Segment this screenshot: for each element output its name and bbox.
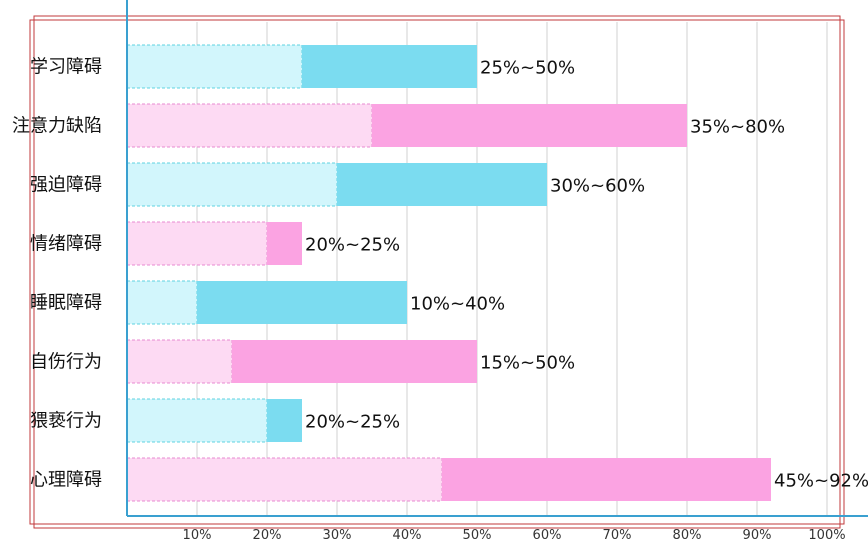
bar-range-segment — [232, 340, 477, 383]
x-tick-label: 70% — [603, 528, 632, 543]
category-label: 强迫障碍 — [30, 175, 102, 196]
bar-range-segment — [372, 104, 687, 147]
bar-range-segment — [267, 222, 302, 265]
bar-base-segment — [126, 339, 233, 384]
x-tick-label: 90% — [743, 528, 772, 543]
data-label: 45%~92% — [774, 471, 868, 492]
bar-range-segment — [302, 45, 477, 88]
bar-base-segment — [126, 221, 268, 266]
category-label: 心理障碍 — [30, 470, 102, 491]
chart-frame-outer — [33, 15, 841, 529]
x-tick-label: 60% — [533, 528, 562, 543]
data-label: 20%~25% — [305, 412, 400, 433]
x-tick-label: 40% — [393, 528, 422, 543]
bar-range-segment — [197, 281, 407, 324]
bar-base-segment — [126, 280, 198, 325]
category-label: 猥亵行为 — [30, 411, 102, 432]
category-label: 学习障碍 — [30, 57, 102, 78]
data-label: 15%~50% — [480, 353, 575, 374]
chart-frame-inner — [29, 19, 845, 525]
category-label: 情绪障碍 — [30, 234, 102, 255]
data-label: 20%~25% — [305, 235, 400, 256]
x-tick-label: 50% — [463, 528, 492, 543]
bar-base-segment — [126, 398, 268, 443]
category-label: 自伤行为 — [30, 352, 102, 373]
bar-base-segment — [126, 457, 443, 502]
category-label: 注意力缺陷 — [12, 116, 102, 137]
bar-base-segment — [126, 162, 338, 207]
bar-range-segment — [267, 399, 302, 442]
x-tick-label: 10% — [183, 528, 212, 543]
x-tick-label: 80% — [673, 528, 702, 543]
category-label: 睡眠障碍 — [30, 293, 102, 314]
bar-base-segment — [126, 44, 303, 89]
x-tick-label: 30% — [323, 528, 352, 543]
data-label: 35%~80% — [690, 117, 785, 138]
data-label: 30%~60% — [550, 176, 645, 197]
bar-range-segment — [442, 458, 771, 501]
bar-range-segment — [337, 163, 547, 206]
bar-base-segment — [126, 103, 373, 148]
x-tick-label: 100% — [808, 528, 845, 543]
data-label: 25%~50% — [480, 58, 575, 79]
data-label: 10%~40% — [410, 294, 505, 315]
x-tick-label: 20% — [253, 528, 282, 543]
